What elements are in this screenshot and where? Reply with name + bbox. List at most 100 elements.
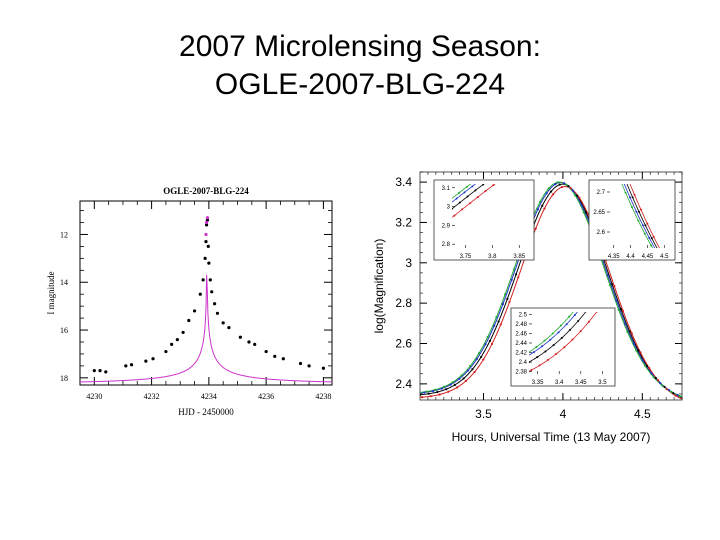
inset-top-left-point <box>455 197 458 200</box>
zoom-data-point <box>563 182 566 185</box>
inset-bottom-y-tick-label: 2.5 <box>519 312 528 318</box>
inset-top-left-x-tick-label: 3.85 <box>513 254 525 260</box>
inset-top-right-point <box>624 191 627 194</box>
zoom-data-point <box>440 387 443 390</box>
inset-top-right-point <box>648 236 651 239</box>
inset-top-left-point <box>497 163 499 165</box>
inset-top-right-y-tick-label: 2.7 <box>597 190 606 196</box>
inset-bottom-y-tick-label: 2.48 <box>515 322 527 328</box>
data-point <box>253 342 257 346</box>
inset-top-right-point <box>639 208 642 211</box>
inset-bottom-point <box>559 324 562 327</box>
inset-top-left-series <box>452 184 472 199</box>
zoom-data-point <box>538 200 542 203</box>
data-point <box>175 337 179 342</box>
inset-top-right-x-tick-label: 4.45 <box>642 254 654 260</box>
light-curve-chart: OGLE-2007-BLG-224 HJD - 2450000 I magnit… <box>46 186 333 417</box>
zoom-data-point <box>493 324 496 327</box>
zoom-data-point <box>656 379 660 382</box>
inset-bottom-point <box>596 312 598 313</box>
slide-title-line-1: 2007 Microlensing Season: <box>179 30 541 63</box>
zoom-data-point <box>648 367 651 370</box>
inset-top-left-point <box>452 207 453 210</box>
zoom-data-point <box>652 376 655 379</box>
data-point <box>221 321 225 325</box>
zoom-data-point <box>641 359 644 362</box>
x-tick-label: 4 <box>560 407 567 421</box>
light-curve-title: OGLE-2007-BLG-224 <box>163 186 249 196</box>
light-curve-ticks: 4230 4232 4234 4236 4238 12 14 16 18 <box>60 201 332 401</box>
y-tick-label: 16 <box>60 326 68 335</box>
data-point <box>181 330 185 335</box>
series-model-green <box>420 181 682 398</box>
data-point <box>104 370 108 374</box>
zoom-data-point <box>482 358 485 361</box>
zoom-data-point <box>547 187 550 190</box>
inset-top-left-point <box>465 185 468 188</box>
inset-top-right-point <box>641 224 644 227</box>
zoom-data-point <box>639 351 642 354</box>
zoom-data-point <box>628 330 631 333</box>
data-point <box>273 354 277 358</box>
peak-data-point <box>204 220 209 225</box>
inset-bottom-point <box>563 346 566 349</box>
zoom-data-point <box>560 186 564 189</box>
inset-top-right-y-tick-label: 2.6 <box>597 230 606 236</box>
inset-top-right-point <box>616 166 618 168</box>
inset-top-left-y-tick-label: 2.8 <box>442 242 451 248</box>
zoom-data-point <box>650 372 653 375</box>
peak-zoom-xlabel: Hours, Universal Time (13 May 2007) <box>452 430 651 444</box>
inset-top-left-x-tick-label: 3.8 <box>488 254 497 260</box>
inset-bottom: 3.35 3.4 3.45 3.5 2.38 2.4 2.42 2.44 2.46 2.48 2.5 <box>510 307 616 387</box>
y-tick-label: 2.6 <box>395 337 412 351</box>
y-tick-label: 3.4 <box>395 175 412 189</box>
x-tick-label: 4230 <box>86 392 102 401</box>
inset-bottom-series <box>529 312 574 353</box>
inset-bottom-x-tick-label: 3.45 <box>575 380 587 386</box>
data-point <box>124 364 128 368</box>
y-tick-label: 3.2 <box>395 215 412 229</box>
data-point <box>203 256 207 260</box>
zoom-data-point <box>621 309 625 313</box>
zoom-data-point <box>534 227 537 230</box>
zoom-data-point <box>484 343 487 346</box>
y-tick-label: 18 <box>60 374 68 383</box>
inset-top-left-point <box>461 208 464 211</box>
data-point <box>207 261 211 265</box>
zoom-data-point <box>635 349 638 352</box>
data-point <box>238 335 242 339</box>
inset-top-left-series <box>452 184 496 218</box>
peak-data-point <box>205 216 210 220</box>
data-point <box>206 244 210 249</box>
inset-top-left-point <box>482 184 485 186</box>
inset-top-left-point <box>489 169 491 171</box>
zoom-data-point <box>663 385 666 388</box>
data-point <box>212 302 217 306</box>
inset-top-right-frame <box>588 179 676 261</box>
inset-top-left-point <box>484 190 487 193</box>
zoom-data-point <box>661 384 664 387</box>
peak-zoom-ticks: 3.5 4 4.5 2.4 2.6 2.8 3 3.2 3.4 <box>395 171 683 421</box>
zoom-data-point <box>453 383 457 386</box>
data-point <box>144 359 148 363</box>
inset-top-left-point <box>524 163 526 165</box>
inset-bottom-y-tick-label: 2.46 <box>515 331 527 337</box>
y-tick-label: 14 <box>60 278 68 287</box>
data-point <box>307 364 311 368</box>
zoom-data-point <box>442 385 446 388</box>
zoom-data-point <box>558 183 561 186</box>
zoom-data-point <box>486 335 489 339</box>
model-curve <box>79 274 333 383</box>
inset-top-left-point <box>471 185 474 188</box>
zoom-data-point <box>451 381 454 384</box>
x-tick-label: 3.5 <box>475 407 492 421</box>
zoom-data-point <box>654 376 657 380</box>
x-tick-label: 4238 <box>315 392 331 401</box>
zoom-data-point <box>630 332 633 335</box>
data-point <box>92 369 96 373</box>
data-point <box>215 311 220 315</box>
inset-top-right-series <box>621 184 653 248</box>
zoom-data-point <box>632 342 636 345</box>
zoom-data-point <box>608 284 612 287</box>
inset-bottom-point <box>549 338 552 341</box>
